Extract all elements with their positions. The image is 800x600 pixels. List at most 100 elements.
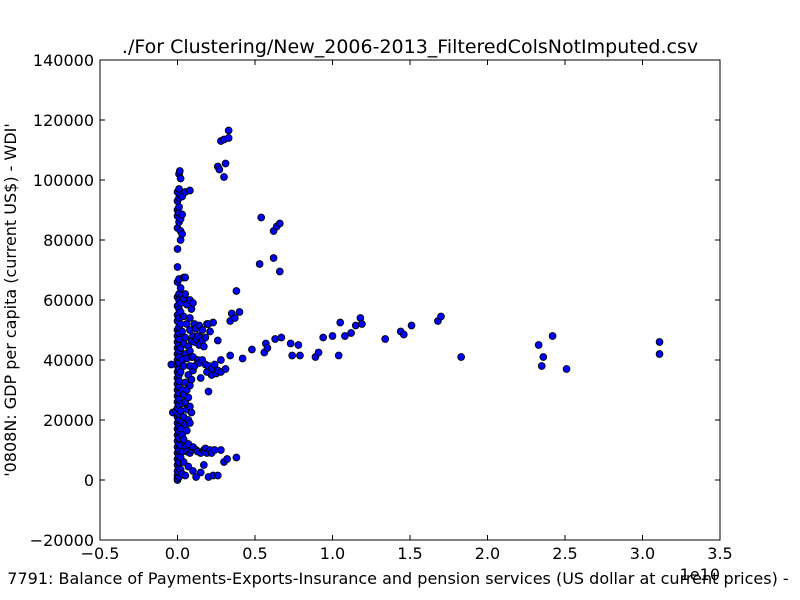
scatter-point <box>220 173 228 181</box>
scatter-point <box>181 290 190 298</box>
scatter-point <box>226 351 235 360</box>
scatter-point <box>182 320 191 328</box>
y-tick-label: 0 <box>84 471 94 490</box>
x-tick-label: 2.0 <box>475 544 500 563</box>
y-tick-label: 20000 <box>43 411 94 430</box>
scatter-point <box>224 134 233 142</box>
y-tick-label: −20000 <box>30 531 94 550</box>
scatter-point <box>186 314 194 322</box>
scatter-point <box>336 318 345 327</box>
scatter-point <box>655 350 664 358</box>
scatter-point <box>314 348 323 357</box>
scatter-point <box>184 462 193 471</box>
scatter-point <box>231 314 239 322</box>
scatter-point <box>196 468 205 477</box>
x-tick-label: −0.5 <box>81 544 120 563</box>
x-tick-label: 2.5 <box>552 544 577 563</box>
scatter-point <box>221 365 230 373</box>
scatter-point <box>269 254 278 262</box>
scatter-point <box>288 351 297 360</box>
scatter-point <box>223 455 231 463</box>
scatter-point <box>179 435 188 444</box>
scatter-point <box>655 338 664 346</box>
scatter-point <box>257 213 266 222</box>
scatter-point <box>263 344 272 352</box>
scatter-point <box>213 336 222 345</box>
scatter-point <box>217 446 225 454</box>
scatter-point <box>548 332 557 340</box>
scatter-point <box>178 230 187 238</box>
scatter-point <box>178 327 187 336</box>
scatter-point <box>294 341 303 349</box>
y-axis-label: '0808N: GDP per capita (current US$) - W… <box>1 123 20 477</box>
scatter-point <box>255 260 264 268</box>
scatter-point <box>351 321 360 330</box>
scatter-point <box>232 453 241 462</box>
scatter-point <box>537 362 546 370</box>
scatter-point <box>221 159 230 168</box>
scatter-point <box>173 263 182 271</box>
scatter-point <box>334 351 343 360</box>
scatter-point <box>189 467 197 475</box>
scatter-point <box>399 330 408 339</box>
x-tick-label: 0.5 <box>242 544 267 563</box>
scatter-point <box>534 341 543 349</box>
scatter-point <box>286 339 295 348</box>
scatter-point <box>179 312 188 321</box>
scatter-point <box>562 365 571 373</box>
scatter-point <box>209 318 218 327</box>
x-axis-label: 7791: Balance of Payments-Exports-Insura… <box>7 569 788 588</box>
scatter-point <box>201 333 210 342</box>
scatter-point <box>238 354 247 363</box>
scatter-point <box>200 342 208 351</box>
y-tick-label: 100000 <box>33 171 94 190</box>
scatter-point <box>186 186 194 195</box>
y-axis-ticks: −20000 0 20000 40000 60000 80000 100000 120000 1… <box>30 51 720 550</box>
scatter-point <box>213 471 222 480</box>
x-tick-label: 1.0 <box>320 544 345 563</box>
scatter-point <box>232 287 241 295</box>
scatter-point <box>235 308 244 316</box>
chart-title: ./For Clustering/New_2006-2013_FilteredC… <box>122 36 698 58</box>
scatter-point <box>198 326 207 334</box>
scatter-point <box>179 458 188 466</box>
scatter-point <box>347 329 355 337</box>
y-tick-label: 120000 <box>33 111 94 130</box>
x-offset-text: 1e10 <box>680 565 720 584</box>
scatter-point <box>217 356 225 364</box>
scatter-point <box>215 165 224 174</box>
x-tick-label: 3.5 <box>707 544 732 563</box>
x-axis-ticks: −0.5 0.0 0.5 1.0 1.5 2.0 2.5 3.0 3.5 <box>81 60 733 563</box>
x-tick-label: 0.0 <box>165 544 190 563</box>
x-tick-label: 3.0 <box>630 544 655 563</box>
scatter-point <box>200 461 208 469</box>
scatter-point <box>184 393 193 402</box>
scatter-point <box>296 351 304 360</box>
scatter-point <box>204 387 213 396</box>
scatter-point <box>381 335 390 343</box>
scatter-point <box>210 360 219 369</box>
scatter-point <box>173 245 182 253</box>
scatter-point <box>224 126 233 135</box>
y-tick-label: 60000 <box>43 291 94 310</box>
scatter-point <box>181 333 190 342</box>
scatter-point <box>206 327 214 336</box>
scatter-point <box>178 210 187 219</box>
scatter-point <box>277 333 286 342</box>
scatter-point <box>182 426 191 435</box>
scatter-point <box>181 471 190 480</box>
scatter-point <box>328 332 337 340</box>
scatter-point <box>275 219 284 228</box>
scatter-point <box>187 375 196 384</box>
scatter-point <box>176 174 185 183</box>
y-tick-label: 40000 <box>43 351 94 370</box>
scatter-point <box>181 273 190 282</box>
scatter-point <box>248 345 256 354</box>
y-tick-label: 140000 <box>33 51 94 70</box>
scatter-point <box>189 299 197 307</box>
scatter-markers <box>167 126 664 484</box>
scatter-point <box>271 335 280 343</box>
scatter-point <box>275 267 284 276</box>
scatter-point <box>437 312 445 321</box>
